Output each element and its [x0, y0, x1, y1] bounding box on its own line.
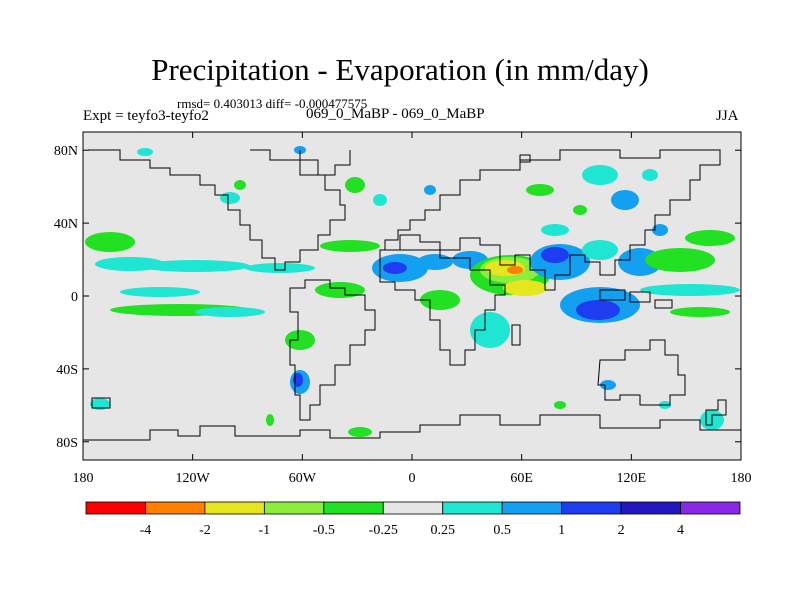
coastline-australia: [597, 339, 686, 406]
colorbar-label: 4: [677, 523, 684, 538]
coastline-new-zealand: [705, 399, 727, 426]
field-patch: [373, 194, 387, 206]
colorbar-swatch: [145, 501, 206, 515]
field-patch: [541, 224, 569, 236]
field-patch: [503, 280, 547, 296]
field-patch: [120, 287, 200, 297]
field-patch: [640, 284, 740, 296]
colorbar-label: -4: [140, 523, 152, 538]
colorbar: -4 -2 -1 -0.5 -0.25 0.25 0.5 1 2 4: [85, 501, 741, 538]
field-patch: [85, 232, 135, 252]
lat-tick-label: 40N: [54, 217, 78, 232]
coastline-island: [91, 397, 111, 409]
coastline-madagascar: [511, 324, 521, 346]
field-patch: [348, 427, 372, 437]
colorbar-swatch: [382, 501, 444, 515]
field-patch: [611, 190, 639, 210]
colorbar-label: 0.25: [430, 523, 455, 538]
lon-tick-label: 180: [73, 471, 94, 486]
field-patch: [470, 312, 510, 348]
plot-title: Precipitation - Evaporation (in mm/day): [151, 52, 649, 87]
field-patch: [573, 205, 587, 215]
field-patch: [670, 307, 730, 317]
colorbar-swatch: [323, 501, 384, 515]
field-patch: [266, 414, 274, 426]
colorbar-swatch: [561, 501, 622, 515]
field-patch: [642, 169, 658, 181]
colorbar-swatch: [204, 501, 265, 515]
coastline-africa: [379, 249, 506, 366]
lon-tick-label: 0: [409, 471, 416, 486]
colorbar-swatch: [442, 501, 503, 515]
colorbar-label: 0.5: [493, 523, 511, 538]
colorbar-label: -0.25: [369, 523, 398, 538]
lon-tick-label: 60W: [289, 471, 317, 486]
field-patch: [576, 300, 620, 320]
field-patch: [685, 230, 735, 246]
lon-tick-label: 180: [731, 471, 752, 486]
field-patch: [417, 254, 453, 270]
field-patch: [315, 282, 365, 298]
colorbar-swatch: [620, 501, 681, 515]
colorbar-swatch: [85, 501, 146, 515]
field-patch: [320, 240, 380, 252]
experiment-label: Expt = teyfo3-teyfo2: [83, 108, 209, 124]
field-patch: [554, 401, 566, 409]
coastlines: [83, 149, 741, 441]
colorbar-label: 2: [618, 523, 625, 538]
colorbar-label: -2: [199, 523, 211, 538]
comparison-label: 069_0_MaBP - 069_0_MaBP: [306, 106, 485, 122]
field-patch: [195, 307, 265, 317]
field-patch: [526, 184, 554, 196]
lon-tick-label: 60E: [510, 471, 533, 486]
lat-tick-label: 80N: [54, 144, 78, 159]
field-patch: [424, 185, 436, 195]
colorbar-label: 1: [558, 523, 565, 538]
field-patch: [234, 180, 246, 190]
colorbar-label: -0.5: [313, 523, 335, 538]
field-patch: [245, 263, 315, 273]
coastline-south-america: [289, 279, 376, 421]
field-patch: [137, 148, 153, 156]
field-patch: [645, 248, 715, 272]
field-patch: [285, 330, 315, 350]
lon-tick-label: 120E: [617, 471, 647, 486]
field-patch: [90, 398, 110, 410]
map-axes: 80N 40N 0 40S 80S 180 120W 60W 0 60E 120E 180: [54, 132, 752, 486]
field-patch: [582, 165, 618, 185]
coastline-greenland: [299, 150, 351, 176]
field-patch: [220, 192, 240, 204]
field-patch: [345, 177, 365, 193]
field-patch: [600, 380, 616, 390]
field-patch: [140, 260, 250, 272]
coastline-island: [519, 154, 531, 163]
colorbar-swatch: [263, 501, 325, 515]
lon-tick-label: 120W: [176, 471, 211, 486]
field-patch: [383, 262, 407, 274]
lat-tick-label: 0: [71, 290, 78, 305]
colorbar-label: -1: [259, 523, 271, 538]
field-patch: [652, 224, 668, 236]
coastline-maritime-continent: [599, 289, 673, 309]
lat-tick-label: 40S: [56, 363, 78, 378]
coastline-eurasia: [384, 149, 721, 291]
lat-tick-label: 80S: [56, 436, 78, 451]
season-label: JJA: [716, 108, 739, 124]
colorbar-swatch: [680, 501, 741, 515]
statistics-line: rmsd= 0.403013 diff= -0.000477575: [177, 96, 368, 111]
field-patch: [541, 247, 569, 263]
field-patch: [507, 266, 523, 274]
colorbar-swatch: [501, 501, 563, 515]
coastline-antarctica: [83, 414, 741, 441]
coastline-north-america: [88, 149, 346, 271]
field-patch: [582, 240, 618, 260]
